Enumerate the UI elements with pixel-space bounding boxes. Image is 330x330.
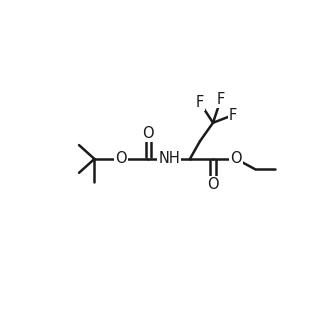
Text: O: O: [115, 151, 127, 166]
Text: NH: NH: [158, 151, 180, 166]
Text: O: O: [207, 177, 219, 192]
Text: F: F: [196, 95, 204, 110]
Text: O: O: [143, 126, 154, 141]
Text: O: O: [230, 151, 242, 166]
Text: F: F: [229, 108, 237, 122]
Text: F: F: [216, 92, 225, 107]
